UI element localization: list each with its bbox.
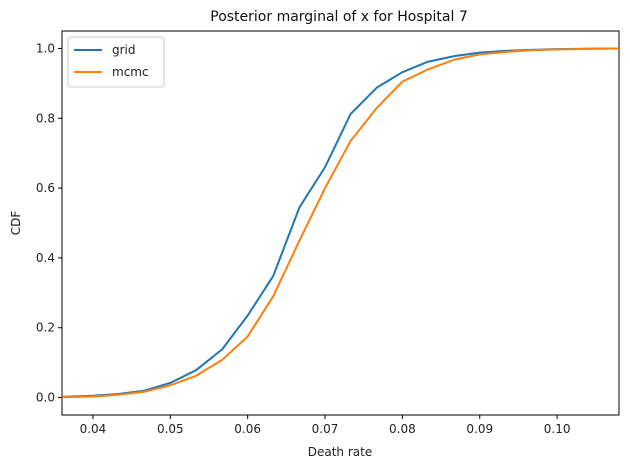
plot-frame [61, 30, 620, 416]
chart-title: Posterior marginal of x for Hospital 7 [210, 9, 467, 25]
y-axis-label: CDF [9, 211, 23, 236]
series-lines [61, 47, 620, 399]
legend: grid mcmc [67, 36, 165, 88]
x-tick-label: 0.04 [80, 422, 107, 436]
y-tick-label: 0.6 [36, 181, 55, 195]
x-tick-label: 0.08 [389, 422, 416, 436]
legend-label-mcmc: mcmc [112, 65, 149, 79]
y-tick-label: 1.0 [36, 41, 55, 55]
legend-label-grid: grid [112, 43, 136, 57]
y-tick-label: 0.2 [36, 321, 55, 335]
series-line-mcmc [61, 47, 620, 399]
y-tick-label: 0.4 [36, 251, 55, 265]
x-axis-label: Death rate [308, 445, 372, 459]
x-tick-label: 0.07 [312, 422, 339, 436]
x-tick-label: 0.05 [157, 422, 184, 436]
y-tick-label: 0.0 [36, 391, 55, 405]
x-tick-label: 0.09 [466, 422, 493, 436]
series-line-grid [61, 47, 620, 398]
x-tick-label: 0.10 [544, 422, 571, 436]
x-axis-ticks: 0.04 0.05 0.06 0.07 0.08 0.09 0.10 [80, 415, 571, 436]
y-tick-label: 0.8 [36, 111, 55, 125]
y-axis-ticks: 0.0 0.2 0.4 0.6 0.8 1.0 [36, 41, 62, 405]
x-tick-label: 0.06 [234, 422, 261, 436]
